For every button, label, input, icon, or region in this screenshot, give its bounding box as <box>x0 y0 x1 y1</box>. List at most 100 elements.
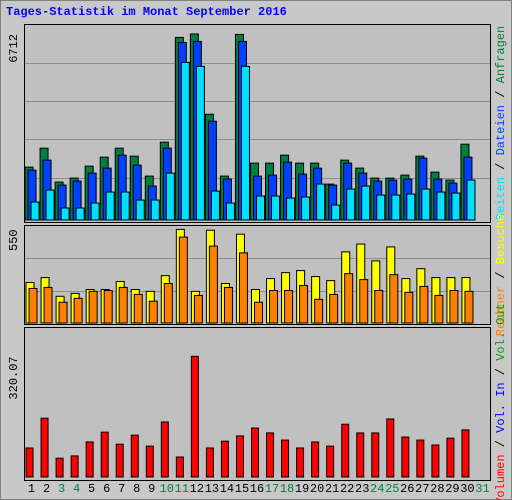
x-tick-label: 7 <box>118 482 125 496</box>
bar <box>466 179 476 221</box>
bar <box>30 201 40 221</box>
bar <box>421 188 431 221</box>
bar <box>464 290 474 324</box>
bar <box>235 435 244 478</box>
legend-entry: Vol. Out <box>494 303 508 361</box>
bar <box>208 245 218 324</box>
bar <box>316 183 326 221</box>
bar <box>256 195 265 221</box>
bar <box>25 447 34 478</box>
bar <box>55 457 64 478</box>
x-tick-label: 9 <box>148 482 155 496</box>
y-tick-label: 6712 <box>7 34 21 63</box>
x-tick-label: 26 <box>400 482 414 496</box>
bar <box>281 439 290 478</box>
bar <box>389 274 399 324</box>
bar <box>461 429 470 478</box>
bar <box>175 456 184 478</box>
x-tick-label: 5 <box>88 482 95 496</box>
bar <box>269 289 279 324</box>
bar <box>195 65 205 221</box>
bar <box>449 289 459 324</box>
bar <box>266 432 275 478</box>
bar <box>436 191 446 221</box>
x-tick-label: 8 <box>133 482 140 496</box>
bar <box>376 194 386 221</box>
bar <box>45 189 55 221</box>
bar <box>28 287 38 324</box>
bar <box>359 279 369 324</box>
bar <box>115 443 124 478</box>
bar <box>130 434 139 478</box>
bar <box>60 207 70 221</box>
x-tick-label: 13 <box>205 482 219 496</box>
bar <box>271 195 281 221</box>
x-tick-label: 19 <box>295 482 309 496</box>
bar <box>240 65 250 221</box>
bar <box>374 289 384 324</box>
legend-separator: / <box>494 155 508 177</box>
legend: Seiten / Dateien / Anfragen <box>494 26 508 220</box>
bar <box>446 437 455 478</box>
x-tick-label: 28 <box>430 482 444 496</box>
bar <box>329 293 339 324</box>
bar <box>120 191 130 221</box>
bar <box>105 191 115 221</box>
legend-entry: Rechner <box>494 286 508 336</box>
bar <box>165 172 175 221</box>
x-tick-label: 3 <box>58 482 65 496</box>
bar <box>43 286 53 324</box>
bar <box>401 436 410 478</box>
bar <box>404 291 414 324</box>
bar <box>419 285 429 324</box>
bar <box>180 61 190 221</box>
bar <box>296 447 305 478</box>
bar <box>220 440 229 478</box>
x-tick-label: 10 <box>160 482 174 496</box>
bar <box>331 204 341 221</box>
bar <box>133 293 143 324</box>
bar <box>416 439 425 478</box>
legend-separator: / <box>494 361 508 383</box>
x-tick-label: 18 <box>280 482 294 496</box>
legend: Rechner / Besuche <box>494 214 508 336</box>
bar <box>431 444 440 478</box>
bar <box>148 300 158 324</box>
x-tick-label: 30 <box>460 482 474 496</box>
bar <box>391 194 401 221</box>
bar <box>160 421 169 478</box>
y-tick-label: 550 <box>7 229 21 251</box>
bar <box>193 294 203 324</box>
bar <box>406 193 416 221</box>
bar <box>85 441 94 478</box>
bar <box>346 188 356 221</box>
x-tick-label: 2 <box>43 482 50 496</box>
x-tick-label: 15 <box>235 482 249 496</box>
bar <box>73 297 83 324</box>
y-tick-label: 320.07 <box>7 356 21 399</box>
bar <box>70 455 79 478</box>
bar <box>178 236 188 324</box>
bar <box>361 185 371 221</box>
x-tick-label: 20 <box>310 482 324 496</box>
bar <box>163 283 173 324</box>
legend-entry: Dateien <box>494 105 508 155</box>
bar <box>386 418 395 478</box>
x-tick-label: 4 <box>73 482 80 496</box>
bar <box>371 432 380 478</box>
bar <box>326 445 335 478</box>
legend-entry: Anfragen <box>494 26 508 84</box>
bar <box>299 285 309 324</box>
legend-entry: Volumen <box>494 454 508 500</box>
bar <box>251 427 259 478</box>
x-tick-label: 16 <box>250 482 264 496</box>
x-tick-label: 25 <box>385 482 399 496</box>
x-tick-label: 29 <box>445 482 459 496</box>
x-tick-label: 23 <box>355 482 369 496</box>
chart-title: Tages-Statistik im Monat September 2016 <box>6 5 287 19</box>
legend: Volumen / Vol. In / Vol. Out <box>494 303 508 500</box>
bar <box>223 286 233 324</box>
x-tick-label: 27 <box>415 482 429 496</box>
legend-separator: / <box>494 433 508 455</box>
